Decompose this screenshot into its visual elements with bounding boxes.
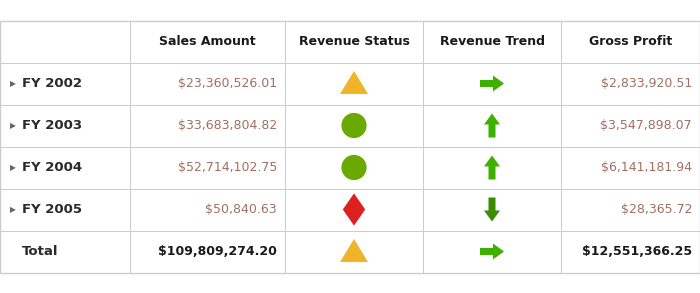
Text: $52,714,102.75: $52,714,102.75 bbox=[178, 161, 277, 174]
Bar bbox=[0, 62, 130, 105]
Bar bbox=[423, 105, 561, 146]
Bar bbox=[561, 105, 700, 146]
Bar bbox=[285, 105, 423, 146]
Text: Sales Amount: Sales Amount bbox=[159, 35, 256, 48]
Text: FY 2002: FY 2002 bbox=[22, 77, 82, 90]
Polygon shape bbox=[480, 243, 504, 260]
Bar bbox=[0, 105, 130, 146]
Text: FY 2004: FY 2004 bbox=[22, 161, 82, 174]
Circle shape bbox=[342, 155, 367, 180]
Text: FY 2003: FY 2003 bbox=[22, 119, 82, 132]
Text: FY 2005: FY 2005 bbox=[22, 203, 82, 216]
Polygon shape bbox=[484, 156, 500, 180]
Bar bbox=[130, 105, 285, 146]
Polygon shape bbox=[340, 71, 368, 94]
Text: ▶: ▶ bbox=[10, 121, 16, 130]
Bar bbox=[561, 231, 700, 272]
Text: $12,551,366.25: $12,551,366.25 bbox=[582, 245, 692, 258]
Polygon shape bbox=[340, 239, 368, 262]
Bar bbox=[423, 231, 561, 272]
Bar bbox=[285, 62, 423, 105]
Bar bbox=[561, 146, 700, 188]
Text: Gross Profit: Gross Profit bbox=[589, 35, 672, 48]
Bar bbox=[423, 146, 561, 188]
Bar bbox=[285, 146, 423, 188]
Text: $3,547,898.07: $3,547,898.07 bbox=[601, 119, 692, 132]
Bar bbox=[130, 21, 285, 62]
Bar bbox=[423, 21, 561, 62]
Bar bbox=[130, 62, 285, 105]
Bar bbox=[285, 21, 423, 62]
Circle shape bbox=[342, 113, 367, 138]
Bar bbox=[0, 21, 130, 62]
Bar bbox=[285, 231, 423, 272]
Text: $50,840.63: $50,840.63 bbox=[205, 203, 277, 216]
Bar bbox=[130, 146, 285, 188]
Text: ▶: ▶ bbox=[10, 205, 16, 214]
Text: $28,365.72: $28,365.72 bbox=[620, 203, 692, 216]
Bar bbox=[0, 231, 130, 272]
Polygon shape bbox=[343, 193, 365, 226]
Bar bbox=[130, 188, 285, 231]
Polygon shape bbox=[484, 197, 500, 222]
Text: $109,809,274.20: $109,809,274.20 bbox=[158, 245, 277, 258]
Text: Revenue Status: Revenue Status bbox=[299, 35, 409, 48]
Bar bbox=[561, 62, 700, 105]
Polygon shape bbox=[480, 76, 504, 91]
Text: $23,360,526.01: $23,360,526.01 bbox=[178, 77, 277, 90]
Text: ▶: ▶ bbox=[10, 163, 16, 172]
Polygon shape bbox=[484, 113, 500, 137]
Bar bbox=[561, 188, 700, 231]
Text: $2,833,920.51: $2,833,920.51 bbox=[601, 77, 692, 90]
Bar bbox=[561, 21, 700, 62]
Bar bbox=[130, 231, 285, 272]
Text: ▶: ▶ bbox=[10, 79, 16, 88]
Bar bbox=[423, 188, 561, 231]
Bar bbox=[0, 146, 130, 188]
Text: $6,141,181.94: $6,141,181.94 bbox=[601, 161, 692, 174]
Bar bbox=[423, 62, 561, 105]
Bar bbox=[0, 21, 700, 272]
Text: $33,683,804.82: $33,683,804.82 bbox=[178, 119, 277, 132]
Bar bbox=[0, 188, 130, 231]
Bar bbox=[285, 188, 423, 231]
Text: Revenue Trend: Revenue Trend bbox=[440, 35, 545, 48]
Text: Total: Total bbox=[22, 245, 59, 258]
